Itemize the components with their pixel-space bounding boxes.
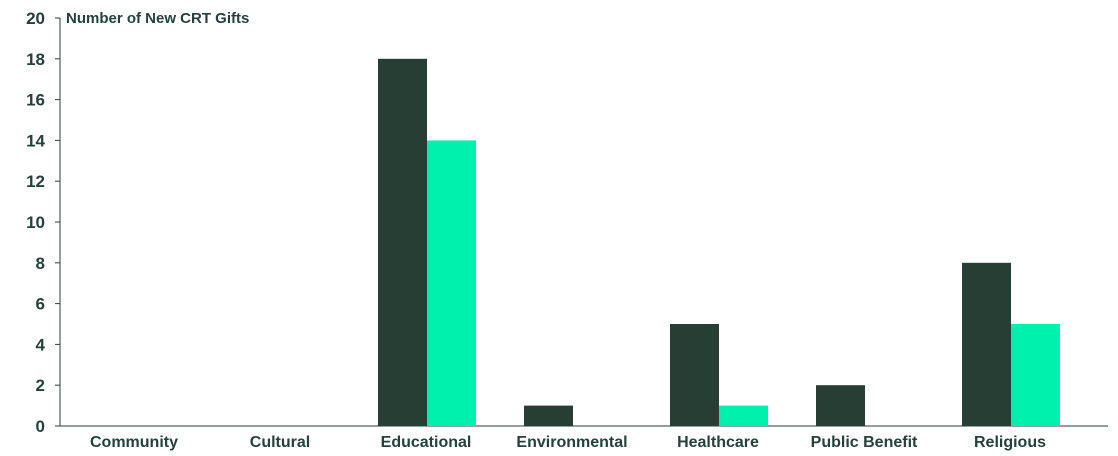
y-tick-label: 12 [26, 172, 45, 191]
bars [378, 58, 1060, 427]
bar-series-2-religious [1011, 324, 1060, 426]
x-category-label: Religious [974, 434, 1046, 451]
x-category-label: Community [90, 434, 178, 451]
y-tick-label: 0 [36, 417, 45, 436]
y-tick-label: 6 [36, 295, 45, 314]
bar-series-1-healthcare [670, 324, 719, 426]
y-tick-label: 8 [36, 254, 45, 273]
bar-series-2-healthcare [719, 405, 768, 426]
bar-series-1-religious [962, 262, 1011, 426]
y-tick-label: 10 [26, 213, 45, 232]
y-tick-label: 2 [36, 376, 45, 395]
category-labels: Community Cultural Educational Environmenta… [90, 434, 1046, 451]
x-category-label: Environmental [516, 434, 627, 451]
x-category-label: Healthcare [677, 434, 759, 451]
y-tick-label: 16 [26, 91, 45, 110]
bar-series-1-public-benefit [816, 385, 865, 426]
y-tick-label: 20 [26, 9, 45, 28]
y-tick-label: 18 [26, 50, 45, 69]
bar-series-1-environmental [524, 405, 573, 426]
y-axis-title: Number of New CRT Gifts [66, 10, 249, 27]
y-tick-label: 14 [26, 131, 45, 150]
y-tick-label: 4 [36, 335, 46, 354]
x-category-label: Educational [381, 434, 472, 451]
x-category-label: Public Benefit [811, 434, 918, 451]
bar-series-2-educational [427, 140, 476, 426]
x-category-label: Cultural [250, 434, 310, 451]
bar-series-1-educational [378, 58, 427, 427]
y-tick-labels: 0 2 4 6 8 10 12 14 16 18 20 [26, 9, 60, 436]
